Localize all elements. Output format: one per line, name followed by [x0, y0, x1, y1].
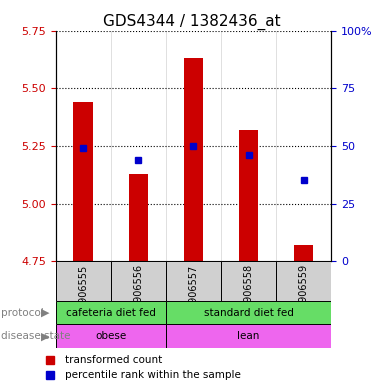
- Text: GSM906557: GSM906557: [188, 264, 198, 324]
- Bar: [56, 261, 111, 301]
- Text: disease state: disease state: [1, 331, 70, 341]
- Bar: [294, 245, 313, 261]
- Text: lean: lean: [237, 331, 260, 341]
- Text: percentile rank within the sample: percentile rank within the sample: [65, 370, 241, 381]
- Bar: [166, 301, 331, 324]
- Bar: [166, 324, 331, 348]
- Text: cafeteria diet fed: cafeteria diet fed: [66, 308, 155, 318]
- Bar: [111, 261, 166, 301]
- Bar: [74, 102, 93, 261]
- Bar: [276, 261, 331, 301]
- Bar: [56, 301, 166, 324]
- Text: GSM906556: GSM906556: [133, 264, 143, 323]
- Bar: [239, 130, 258, 261]
- Text: obese: obese: [95, 331, 126, 341]
- Text: GSM906558: GSM906558: [244, 264, 254, 323]
- Text: ▶: ▶: [41, 308, 49, 318]
- Bar: [184, 58, 203, 261]
- Text: GDS4344 / 1382436_at: GDS4344 / 1382436_at: [103, 13, 280, 30]
- Text: transformed count: transformed count: [65, 355, 162, 365]
- Bar: [166, 261, 221, 301]
- Bar: [56, 324, 166, 348]
- Bar: [221, 261, 276, 301]
- Text: ▶: ▶: [41, 331, 49, 341]
- Bar: [129, 174, 148, 261]
- Text: GSM906555: GSM906555: [78, 264, 88, 324]
- Text: protocol: protocol: [1, 308, 44, 318]
- Text: standard diet fed: standard diet fed: [204, 308, 293, 318]
- Text: GSM906559: GSM906559: [299, 264, 309, 323]
